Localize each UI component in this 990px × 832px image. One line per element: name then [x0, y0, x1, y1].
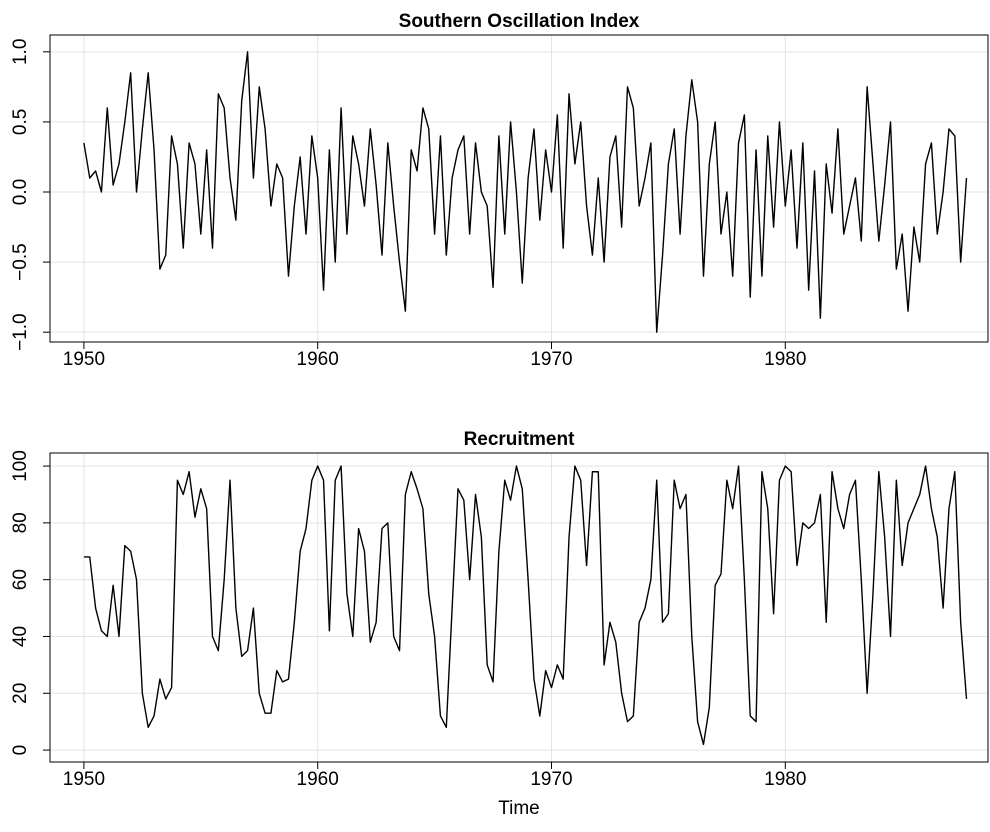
y-tick-label: 100 — [10, 450, 31, 482]
chart-title: Southern Oscillation Index — [399, 11, 640, 32]
x-tick-label: 1960 — [297, 349, 339, 370]
series-line — [83, 465, 968, 746]
y-tick-label: 0 — [10, 745, 31, 756]
y-tick-label: 0.5 — [10, 109, 31, 135]
y-tick-label: 60 — [10, 569, 31, 590]
x-tick-label: 1950 — [63, 769, 105, 790]
plot-frame — [49, 34, 989, 343]
x-tick-label: 1970 — [530, 349, 572, 370]
chart-title: Recruitment — [464, 429, 576, 450]
x-tick-label: 1980 — [764, 349, 806, 370]
x-tick-label: 1950 — [63, 349, 105, 370]
x-axis-label: Time — [498, 798, 540, 819]
plot-frame — [49, 452, 989, 763]
y-tick-label: 80 — [10, 512, 31, 533]
y-tick-label: 20 — [10, 683, 31, 704]
y-tick-label: 40 — [10, 626, 31, 647]
y-tick-label: −0.5 — [10, 243, 31, 281]
y-tick-label: −1.0 — [10, 313, 31, 351]
y-tick-label: 1.0 — [10, 39, 31, 65]
series-line — [83, 51, 968, 333]
y-tick-label: 0.0 — [10, 179, 31, 205]
x-tick-label: 1970 — [530, 769, 572, 790]
x-tick-label: 1960 — [297, 769, 339, 790]
x-tick-label: 1980 — [764, 769, 806, 790]
